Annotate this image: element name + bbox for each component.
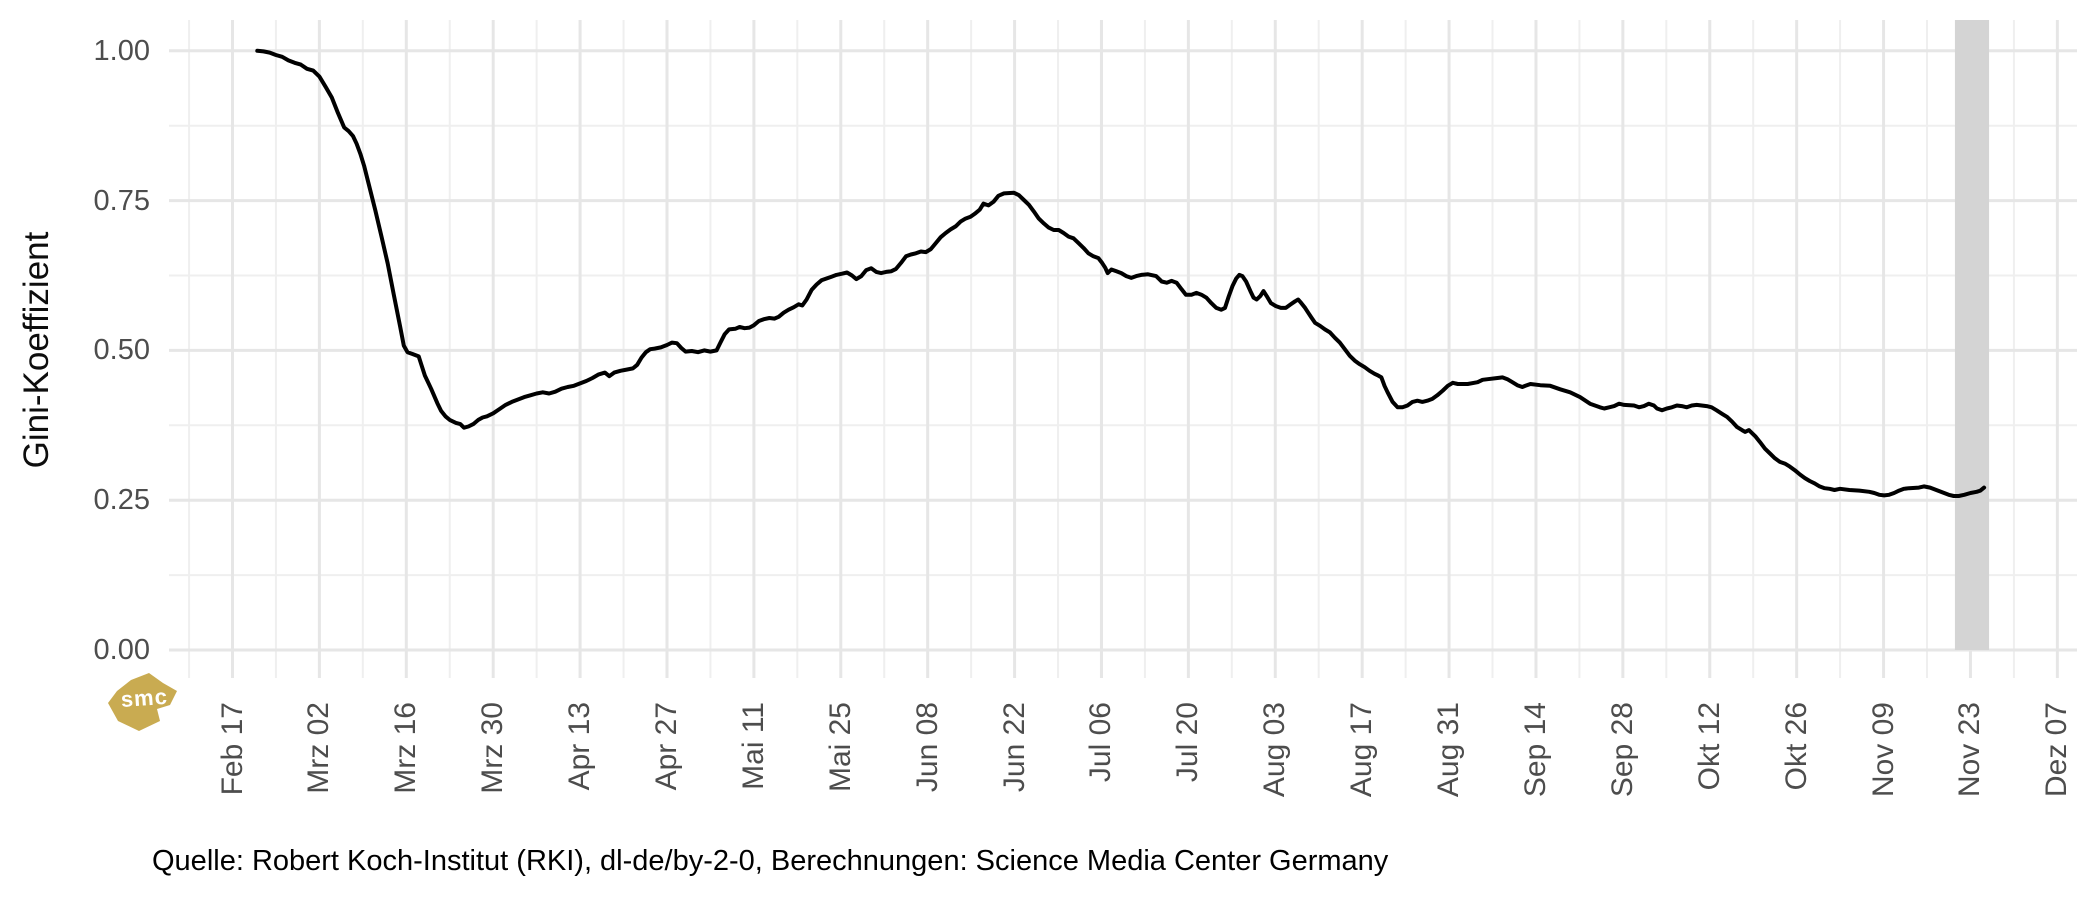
x-tick-label: Mai 11 bbox=[736, 702, 770, 790]
x-tick-label: Jun 08 bbox=[910, 702, 944, 793]
x-tick-label: Aug 17 bbox=[1345, 702, 1379, 798]
x-tick-label: Aug 03 bbox=[1258, 702, 1292, 798]
highlight-band-layer bbox=[1954, 20, 1990, 650]
x-tick-label: Mrz 30 bbox=[476, 702, 510, 794]
x-tick-label: Jul 20 bbox=[1171, 702, 1205, 783]
smc-logo-text: smc bbox=[120, 684, 169, 712]
y-tick-label: 0.50 bbox=[93, 334, 150, 367]
highlight-band bbox=[1954, 20, 1990, 650]
source-caption: Quelle: Robert Koch-Institut (RKI), dl-d… bbox=[152, 845, 1389, 877]
x-tick-label: Apr 27 bbox=[649, 702, 683, 791]
x-tick-label: Jun 22 bbox=[997, 702, 1031, 793]
x-tick-label: Mai 25 bbox=[823, 702, 857, 793]
x-tick-label: Nov 23 bbox=[1953, 702, 1987, 798]
series-layer bbox=[255, 48, 1987, 498]
x-tick-label: Sep 28 bbox=[1605, 702, 1639, 798]
x-tick-label: Okt 12 bbox=[1692, 702, 1726, 791]
x-tick-label: Apr 13 bbox=[563, 702, 597, 791]
x-tick-label: Feb 17 bbox=[215, 702, 249, 796]
x-tick-label: Sep 14 bbox=[1518, 702, 1552, 798]
x-tick-label: Jul 06 bbox=[1084, 702, 1118, 783]
y-tick-label: 0.25 bbox=[93, 484, 150, 517]
y-tick-label: 0.75 bbox=[93, 184, 150, 217]
x-tick-label: Okt 26 bbox=[1779, 702, 1813, 791]
x-tick-label: Mrz 02 bbox=[302, 702, 336, 794]
smc-logo-shape bbox=[108, 673, 177, 731]
x-tick-label: Mrz 16 bbox=[389, 702, 423, 794]
x-tick-label: Nov 09 bbox=[1866, 702, 1900, 798]
x-tick-label: Dez 07 bbox=[2040, 702, 2074, 798]
y-tick-label: 1.00 bbox=[93, 34, 150, 67]
gini-series-line bbox=[255, 48, 1987, 498]
smc-logo: smc bbox=[108, 673, 177, 731]
y-tick-label: 0.00 bbox=[93, 634, 150, 666]
x-tick-label: Aug 31 bbox=[1432, 702, 1466, 798]
grid-major bbox=[169, 20, 2077, 678]
